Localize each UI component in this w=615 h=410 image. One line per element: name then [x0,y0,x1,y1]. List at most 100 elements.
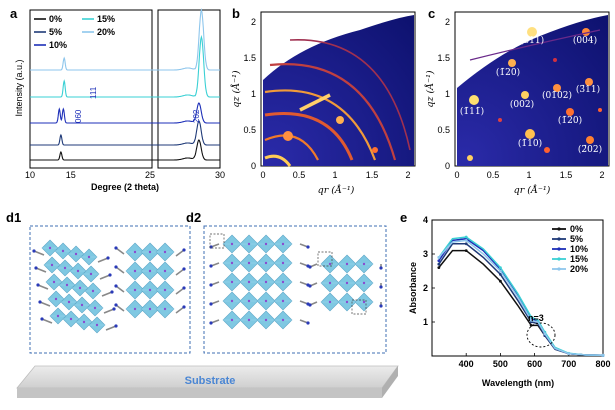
ligand-head [209,283,213,287]
map-b-spot [372,147,378,153]
octahedron-center [281,299,285,303]
abs-point [499,273,502,276]
octahedron [80,248,98,266]
ligand-head [34,266,38,270]
abs-point [437,266,441,269]
octahedron-center [264,261,268,265]
octahedron-center [48,246,52,250]
map-b-xlabel: qr (Å⁻¹) [318,184,355,196]
octahedron [84,282,102,300]
octahedron [337,254,357,274]
map-b-ytick: 1.5 [243,53,256,63]
abs-xlabel: Wavelength (nm) [482,378,554,388]
octahedron-center [264,318,268,322]
highlight-box [351,299,367,315]
abs-legend-marker [557,237,561,241]
xrd-chart: 0% 5% 15% 20% 10% 10 15 25 30 Degree (2 thet… [14,7,225,192]
octahedron-center [74,252,78,256]
xrd-series-line [30,133,158,146]
octahedron-center [148,250,152,254]
octahedron [155,261,175,281]
map-c-spot [525,129,535,139]
map-c-spot [598,108,602,112]
xrd-series-line [152,102,220,124]
map-c-spot [553,58,557,62]
octahedron-center [362,281,366,285]
octahedron-center [230,261,234,265]
octahedron [256,234,276,254]
abs-legend-label: 5% [570,234,583,244]
octahedron [354,292,374,312]
octahedron-center [50,263,54,267]
ligand-head [114,303,118,307]
panel-label-d2: d2 [186,210,201,225]
octahedron-center [54,297,58,301]
map-c-annotation: (002) [510,99,534,110]
octahedron [75,313,93,331]
octahedron-center [80,303,84,307]
octahedron-center [247,299,251,303]
octahedron-center [148,288,152,292]
octahedron [354,254,374,274]
highlight-box [209,233,225,249]
map-c-spot [585,78,593,86]
map-c-annotation: (3̄11) [520,35,544,46]
ligand-head [114,324,118,328]
map-b-ytick: 0.5 [243,125,256,135]
ligand-head [209,264,213,268]
abs-point [499,279,502,283]
octahedron-center [230,242,234,246]
octahedron-center [281,242,285,246]
octahedron-center [61,249,65,253]
map-c-ylabel: qz (Å⁻¹) [424,70,436,107]
n3-label: n=3 [528,313,544,323]
octahedron [256,291,276,311]
octahedron [43,256,61,274]
ligand-head [182,286,186,290]
xrd-series-line [152,139,220,161]
octahedron [45,273,63,291]
map-c-annotation: (1̄20) [558,115,582,126]
abs-point [499,266,502,269]
octahedron [88,316,106,334]
octahedron-center [69,317,73,321]
substrate [16,365,399,398]
abs-xtick: 800 [595,359,610,369]
octahedron [73,296,91,314]
ligand-head [40,317,44,321]
xrd-ylabel: Intensity (a.u.) [14,59,24,116]
octahedron [41,239,59,257]
map-c-annotation: (3̄11) [576,84,600,95]
octahedron [273,234,293,254]
map-c-annotation: (2̄02) [578,144,602,155]
ligand [97,257,109,263]
octahedron-center [163,288,167,292]
abs-point [601,353,605,357]
map-c-xtick: 1.5 [560,170,573,180]
map-b-ytick: 0 [251,161,256,171]
ligand-head [112,307,116,311]
panel-label-d1: d1 [6,210,21,225]
ligand [105,325,117,331]
ligand [33,250,45,256]
octahedron-center [133,269,137,273]
ligand [115,304,125,312]
map-c-ring [469,29,601,61]
ligand-head [106,256,110,260]
abs-legend-label: 0% [570,224,583,234]
octahedron-center [247,242,251,246]
xrd-axes-left [29,9,153,169]
abs-ytick: 1 [423,317,428,327]
panel-label-c: c [428,6,435,21]
octahedron [58,276,76,294]
map-c-ytick: 1.5 [437,53,450,63]
octahedron [67,245,85,263]
octahedron [320,292,340,312]
octahedron-center [89,272,93,276]
octahedron [273,272,293,292]
octahedron [86,299,104,317]
abs-xtick: 600 [527,359,542,369]
map-c-ytick: 2 [445,17,450,27]
map-c-xtick: 0 [454,170,459,180]
